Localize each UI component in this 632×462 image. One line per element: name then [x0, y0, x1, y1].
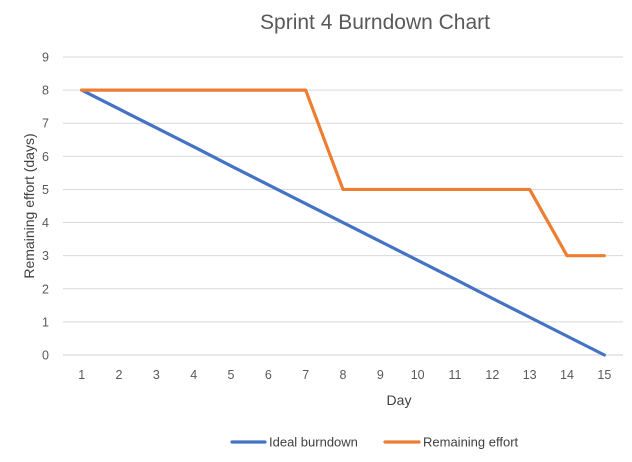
x-tick-label: 8 [340, 368, 347, 382]
legend-item: Ideal burndown [230, 435, 358, 450]
x-axis-label: Day [387, 392, 412, 408]
x-tick-label: 4 [190, 368, 197, 382]
x-tick-label: 14 [560, 368, 574, 382]
y-axis-ticks: 0 1 2 3 4 5 6 7 8 9 [42, 51, 49, 363]
x-tick-label: 3 [153, 368, 160, 382]
y-tick-label: 6 [42, 150, 49, 164]
x-tick-label: 6 [265, 368, 272, 382]
legend-label: Remaining effort [423, 435, 519, 450]
y-axis-label: Remaining effort (days) [21, 133, 37, 278]
chart-title: Sprint 4 Burndown Chart [260, 11, 490, 34]
y-tick-label: 1 [42, 315, 49, 329]
x-tick-label: 7 [302, 368, 309, 382]
x-tick-label: 1 [78, 368, 85, 382]
legend: Ideal burndown Remaining effort [230, 435, 519, 450]
x-tick-label: 5 [228, 368, 235, 382]
x-tick-label: 12 [485, 368, 499, 382]
series-line-ideal-burndown [80, 88, 606, 357]
y-tick-label: 5 [42, 183, 49, 197]
y-tick-label: 8 [42, 84, 49, 98]
series-line-remaining-effort [80, 88, 606, 258]
y-tick-label: 2 [42, 282, 49, 296]
x-tick-label: 15 [597, 368, 611, 382]
x-axis-ticks: 1 2 3 4 5 6 7 8 9 10 11 12 13 14 15 [78, 368, 611, 382]
y-tick-label: 7 [42, 117, 49, 131]
x-tick-label: 13 [523, 368, 537, 382]
y-tick-label: 0 [42, 349, 49, 363]
series-lines [80, 88, 606, 357]
x-tick-label: 2 [116, 368, 123, 382]
y-tick-label: 4 [42, 216, 49, 230]
legend-label: Ideal burndown [269, 435, 358, 450]
y-tick-label: 3 [42, 249, 49, 263]
y-tick-label: 9 [42, 51, 49, 65]
x-tick-label: 9 [377, 368, 384, 382]
x-tick-label: 11 [449, 368, 462, 382]
x-tick-label: 10 [411, 368, 425, 382]
legend-item: Remaining effort [383, 435, 519, 450]
